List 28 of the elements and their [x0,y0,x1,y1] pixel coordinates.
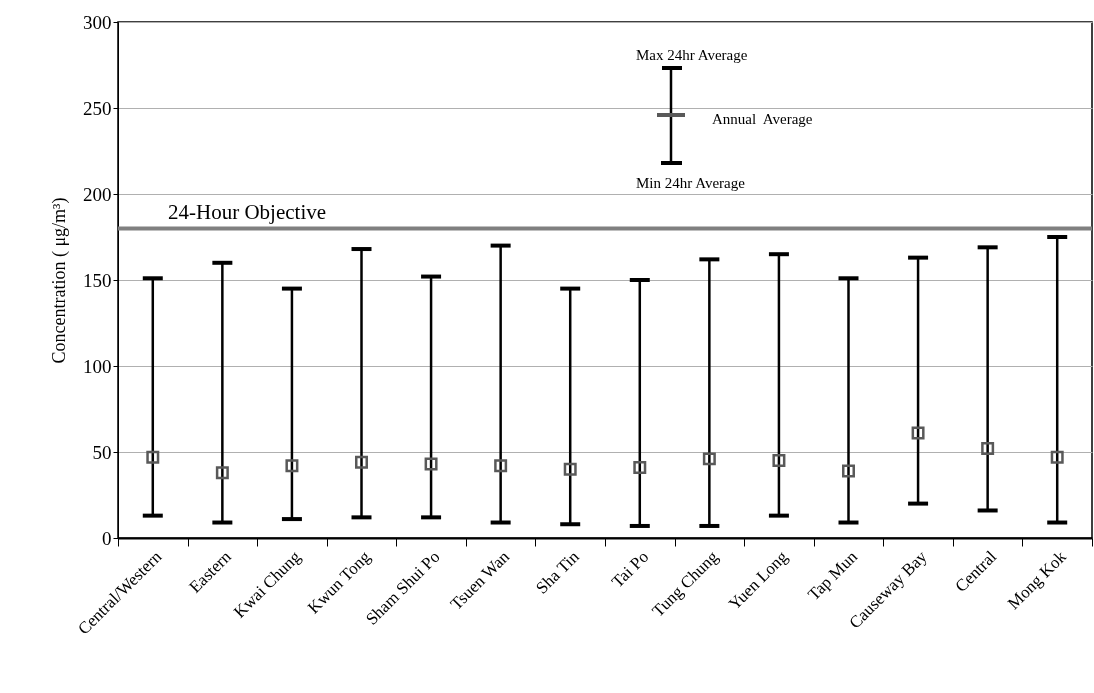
point [285,459,299,473]
point [633,460,647,474]
annotation: Annual Average [712,111,813,128]
annotation: Min 24hr Average [636,175,745,192]
ref-line-label: 24-Hour Objective [168,200,327,225]
point [563,462,577,476]
x-tick-label: Sha Tin [532,546,584,598]
point [215,466,229,480]
point [911,426,925,440]
y-axis-title: Concentration ( μg/m³) [49,197,70,364]
point [424,457,438,471]
y-tick-label: 100 [83,355,112,377]
y-tick-label: 0 [102,527,112,549]
point [772,454,786,468]
y-tick-label: 300 [83,11,112,33]
point [702,452,716,466]
x-tick-label: Tai Po [607,547,653,592]
point [981,442,995,456]
point [1050,450,1064,464]
point [355,455,368,469]
annotation: Max 24hr Average [636,47,748,64]
y-tick-label: 250 [83,97,112,119]
y-tick-label: 50 [92,441,112,463]
point [494,459,508,473]
y-tick-label: 200 [83,183,112,205]
point [146,450,160,464]
y-tick-label: 150 [83,269,112,291]
point [842,464,855,478]
